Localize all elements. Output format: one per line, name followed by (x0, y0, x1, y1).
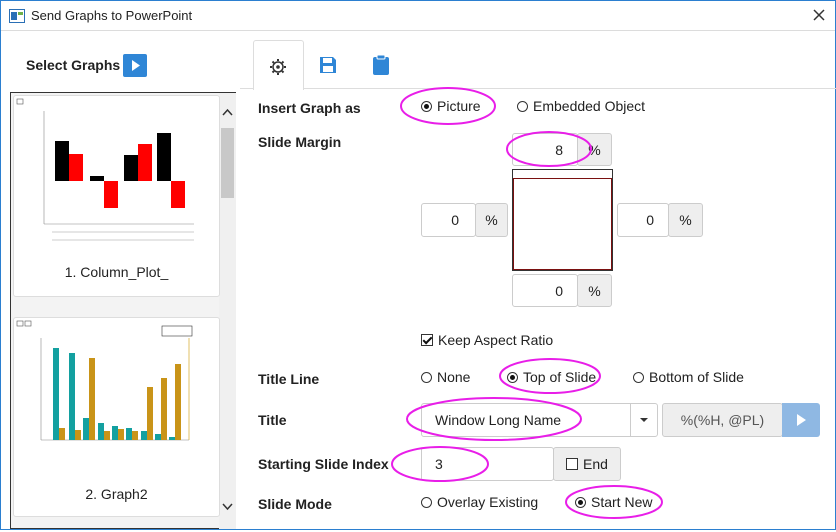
graph-name: 2. Graph2 (85, 486, 148, 502)
field-label: Starting Slide Index (258, 456, 389, 472)
field-label: Slide Mode (258, 496, 332, 512)
close-button[interactable] (813, 9, 825, 21)
title-format: %(%H, @PL) (662, 403, 783, 437)
margin-bottom-input[interactable]: 0 (512, 274, 578, 307)
end-checkbox[interactable]: End (553, 447, 621, 481)
margin-right-input[interactable]: 0 (617, 203, 669, 237)
window-title: Send Graphs to PowerPoint (31, 8, 193, 23)
option-text: Bottom of Slide (649, 369, 744, 385)
tab-line (240, 88, 836, 89)
dropdown-text: Window Long Name (435, 412, 562, 428)
checkbox-text: Keep Aspect Ratio (438, 332, 554, 348)
slide-preview (512, 169, 613, 271)
unit: % (668, 203, 703, 237)
field-label: Slide Margin (258, 134, 342, 150)
graph-thumbnail (16, 98, 194, 241)
radio-option[interactable]: Embedded Object (517, 98, 645, 114)
option-text: Picture (437, 98, 481, 114)
margin-left-input[interactable]: 0 (421, 203, 476, 237)
field-label: Title Line (258, 371, 320, 387)
select-graphs-button[interactable] (123, 54, 147, 77)
format-button[interactable] (782, 403, 820, 437)
radio-option[interactable]: Bottom of Slide (633, 369, 744, 385)
radio-option[interactable]: Top of Slide (507, 369, 596, 385)
unit: % (577, 274, 612, 307)
divider (630, 404, 631, 436)
checkbox[interactable]: Keep Aspect Ratio (421, 332, 553, 348)
save-tab[interactable] (319, 56, 337, 74)
scrollbar[interactable] (219, 93, 236, 529)
graph-thumbnail (16, 320, 193, 441)
select-graphs-label: Select Graphs (26, 57, 121, 73)
title-bar: Send Graphs to PowerPoint (1, 1, 835, 31)
margin-top-input[interactable]: 8 (512, 133, 578, 166)
field-label: Insert Graph as (258, 100, 361, 116)
option-text: Embedded Object (533, 98, 646, 114)
unit: % (475, 203, 508, 237)
graph-card[interactable]: 2. Graph2 (13, 317, 220, 517)
slide-index-input[interactable]: 3 (421, 447, 554, 481)
checkbox-text: End (583, 456, 608, 472)
title-dropdown[interactable]: Window Long Name (421, 403, 658, 437)
dropdown-arrow[interactable] (639, 417, 649, 423)
settings-tab[interactable] (253, 40, 304, 90)
clipboard-tab[interactable] (372, 54, 390, 76)
option-text: Overlay Existing (437, 494, 539, 510)
radio-option[interactable]: Picture (421, 98, 481, 114)
field-label: Title (258, 412, 287, 428)
radio-option[interactable]: None (421, 369, 470, 385)
option-text: Top of Slide (523, 369, 597, 385)
radio-option[interactable]: Overlay Existing (421, 494, 538, 510)
radio-option[interactable]: Start New (575, 494, 652, 510)
graph-name: 1. Column_Plot_ (64, 264, 169, 280)
unit: % (577, 133, 612, 166)
app-icon (9, 9, 25, 23)
option-text: None (437, 369, 471, 385)
graph-card[interactable]: 1. Column_Plot_ (13, 95, 220, 297)
option-text: Start New (591, 494, 653, 510)
